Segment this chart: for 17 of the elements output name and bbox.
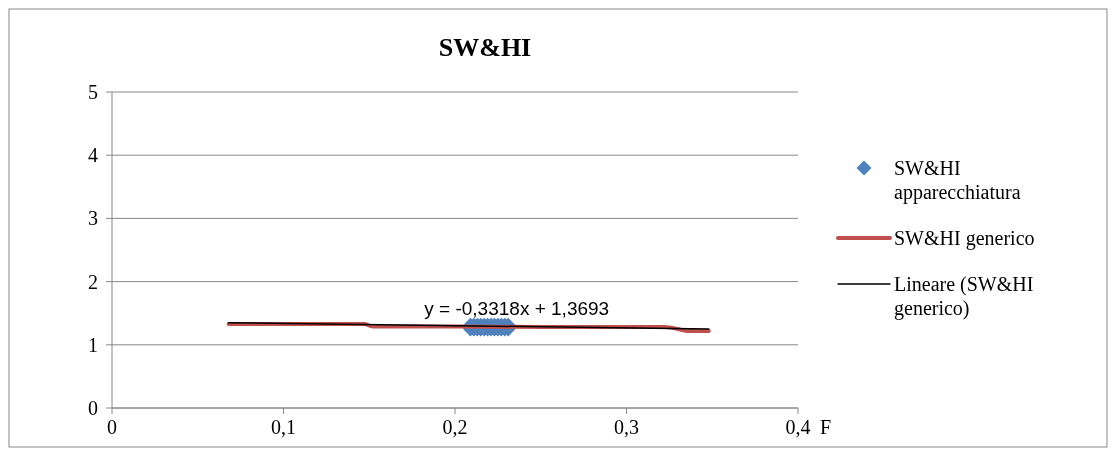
y-tick-label: 2 xyxy=(88,270,98,293)
legend-label: Lineare (SW&HI generico) xyxy=(894,273,1034,320)
y-tick-label: 4 xyxy=(88,144,98,167)
y-tick-label: 5 xyxy=(88,81,98,103)
y-tick-label: 3 xyxy=(88,207,98,230)
x-tick-label: 0,2 xyxy=(442,416,468,438)
x-tick-label: 0,4 xyxy=(785,416,811,438)
legend-label: SW&HI apparecchiatura xyxy=(894,157,1021,204)
x-axis-title: F xyxy=(820,416,832,438)
y-tick-label: 0 xyxy=(88,397,98,419)
annotation: y = -0,3318x + 1,3693 xyxy=(424,298,610,320)
x-tick-label: 0,1 xyxy=(271,416,296,438)
x-tick-label: 0,3 xyxy=(614,416,639,438)
legend-label: SW&HI generico xyxy=(894,227,1035,250)
x-tick-label: 0 xyxy=(107,416,117,438)
chart-title: SW&HI xyxy=(438,33,532,62)
y-tick-label: 1 xyxy=(88,333,98,356)
